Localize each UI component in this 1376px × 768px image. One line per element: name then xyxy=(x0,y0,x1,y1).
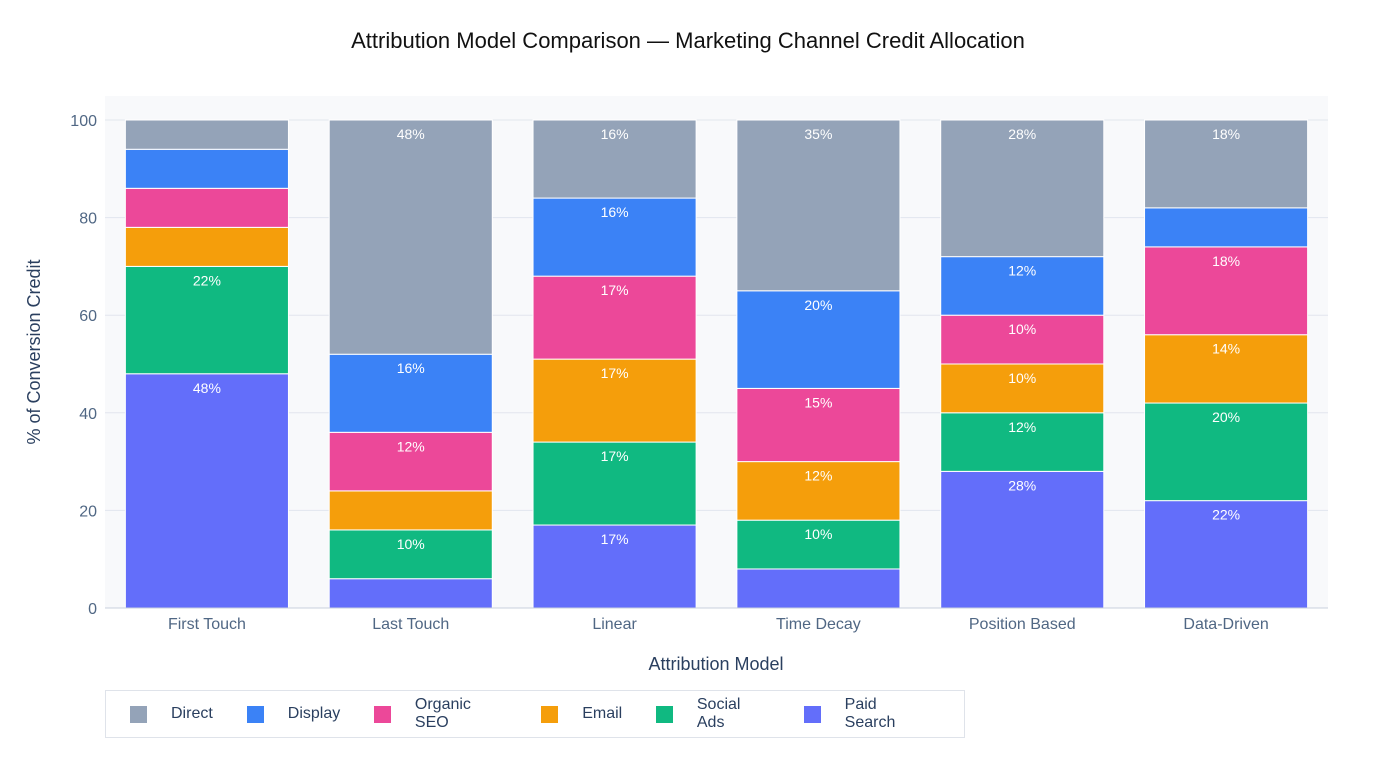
legend-label: Paid Search xyxy=(844,696,896,731)
legend-swatch xyxy=(656,705,673,723)
bar-segment-paid-search xyxy=(532,524,697,609)
chart-title: Attribution Model Comparison — Marketing… xyxy=(351,28,1025,53)
x-tick-label: Time Decay xyxy=(776,616,861,633)
data-label: 35% xyxy=(804,126,832,142)
data-label: 28% xyxy=(1008,477,1036,493)
data-label: 14% xyxy=(1212,341,1240,357)
y-tick-label: 100 xyxy=(70,113,97,130)
bar-segment-direct xyxy=(328,119,493,355)
data-label: 12% xyxy=(1008,419,1036,435)
bar-segment-email xyxy=(736,461,901,521)
bar-segment-direct xyxy=(532,119,697,199)
bar-segment-social-ads xyxy=(328,529,493,580)
bar-segment-paid-search xyxy=(940,470,1105,609)
legend-label: Social Ads xyxy=(696,696,741,731)
bar-segment-organic-seo xyxy=(1144,246,1309,336)
bar-segment-direct xyxy=(940,119,1105,258)
bar-segment-email xyxy=(328,490,493,531)
data-label: 18% xyxy=(1212,253,1240,269)
bar-segment-paid-search xyxy=(1144,500,1309,609)
data-label: 10% xyxy=(1008,370,1036,386)
data-label: 16% xyxy=(397,360,425,376)
bar-segment-paid-search xyxy=(736,568,901,609)
data-label: 15% xyxy=(804,394,832,410)
data-label: 48% xyxy=(193,380,221,396)
bar-segment-social-ads xyxy=(736,519,901,570)
data-label: 17% xyxy=(601,531,629,547)
bar-segment-organic-seo xyxy=(124,187,289,228)
bar-segment-display xyxy=(328,353,493,433)
bar-segment-organic-seo xyxy=(328,431,493,492)
bar-segment-direct xyxy=(124,119,289,150)
bar-segment-organic-seo xyxy=(736,387,901,463)
bar-segment-display xyxy=(532,197,697,277)
y-tick-label: 0 xyxy=(88,601,97,618)
legend-label: Organic SEO xyxy=(414,696,471,731)
bar-segment-social-ads xyxy=(1144,402,1309,502)
data-label: 17% xyxy=(601,282,629,298)
legend-swatch xyxy=(374,705,391,723)
legend-swatch xyxy=(804,705,821,723)
y-tick-label: 80 xyxy=(79,211,97,228)
legend-swatch xyxy=(541,705,559,723)
data-label: 12% xyxy=(1008,263,1036,279)
bar-segment-organic-seo xyxy=(940,314,1105,365)
bar-segment-display xyxy=(124,148,289,189)
data-label: 10% xyxy=(804,526,832,542)
y-tick-label: 40 xyxy=(79,406,97,423)
data-label: 20% xyxy=(1212,409,1240,425)
data-label: 10% xyxy=(397,536,425,552)
legend-swatch xyxy=(246,705,264,723)
bar-segment-display xyxy=(1144,207,1309,248)
legend: Direct Display Organic SEO Email Social Ads P… xyxy=(105,690,965,738)
legend-item[interactable]: Email xyxy=(541,705,622,723)
x-tick-label: Linear xyxy=(592,616,637,633)
x-axis-title: Attribution Model xyxy=(648,654,783,674)
data-label: 16% xyxy=(601,204,629,220)
legend-label: Email xyxy=(582,705,623,722)
bar-segment-social-ads xyxy=(532,441,697,526)
data-label: 22% xyxy=(193,272,221,288)
x-tick-label: Last Touch xyxy=(372,616,449,633)
data-label: 12% xyxy=(804,468,832,484)
bar-segment-organic-seo xyxy=(532,275,697,360)
plot-background xyxy=(105,96,1328,608)
legend-label: Display xyxy=(287,705,341,722)
data-label: 20% xyxy=(804,297,832,313)
x-tick-label: First Touch xyxy=(168,616,246,633)
legend-swatch xyxy=(130,705,147,723)
legend-item[interactable]: Display xyxy=(246,705,341,723)
x-tick-label: Data-Driven xyxy=(1183,616,1268,633)
data-label: 28% xyxy=(1008,126,1036,142)
bar-segment-email xyxy=(940,363,1105,414)
y-tick-label: 20 xyxy=(79,503,97,520)
bar-segment-paid-search xyxy=(328,578,493,609)
y-axis-title: % of Conversion Credit xyxy=(24,259,44,444)
x-tick-label: Position Based xyxy=(969,616,1076,633)
data-label: 48% xyxy=(397,126,425,142)
y-tick-label: 60 xyxy=(79,308,97,325)
legend-item[interactable]: Organic SEO xyxy=(374,696,507,732)
bar-segment-social-ads xyxy=(124,265,289,375)
legend-item[interactable]: Social Ads xyxy=(656,696,770,732)
data-label: 17% xyxy=(601,448,629,464)
legend-label: Direct xyxy=(171,705,213,722)
legend-item[interactable]: Paid Search xyxy=(804,696,930,732)
bar-segment-direct xyxy=(1144,119,1309,209)
bar-segment-email xyxy=(124,226,289,267)
legend-item[interactable]: Direct xyxy=(130,705,213,723)
bar-segment-paid-search xyxy=(124,373,289,609)
data-label: 17% xyxy=(601,365,629,381)
bar-segment-direct xyxy=(736,119,901,292)
data-label: 12% xyxy=(397,438,425,454)
data-label: 22% xyxy=(1212,507,1240,523)
bar-segment-display xyxy=(940,256,1105,316)
data-label: 10% xyxy=(1008,321,1036,337)
data-label: 18% xyxy=(1212,126,1240,142)
data-label: 16% xyxy=(601,126,629,142)
bar-segment-email xyxy=(1144,334,1309,404)
